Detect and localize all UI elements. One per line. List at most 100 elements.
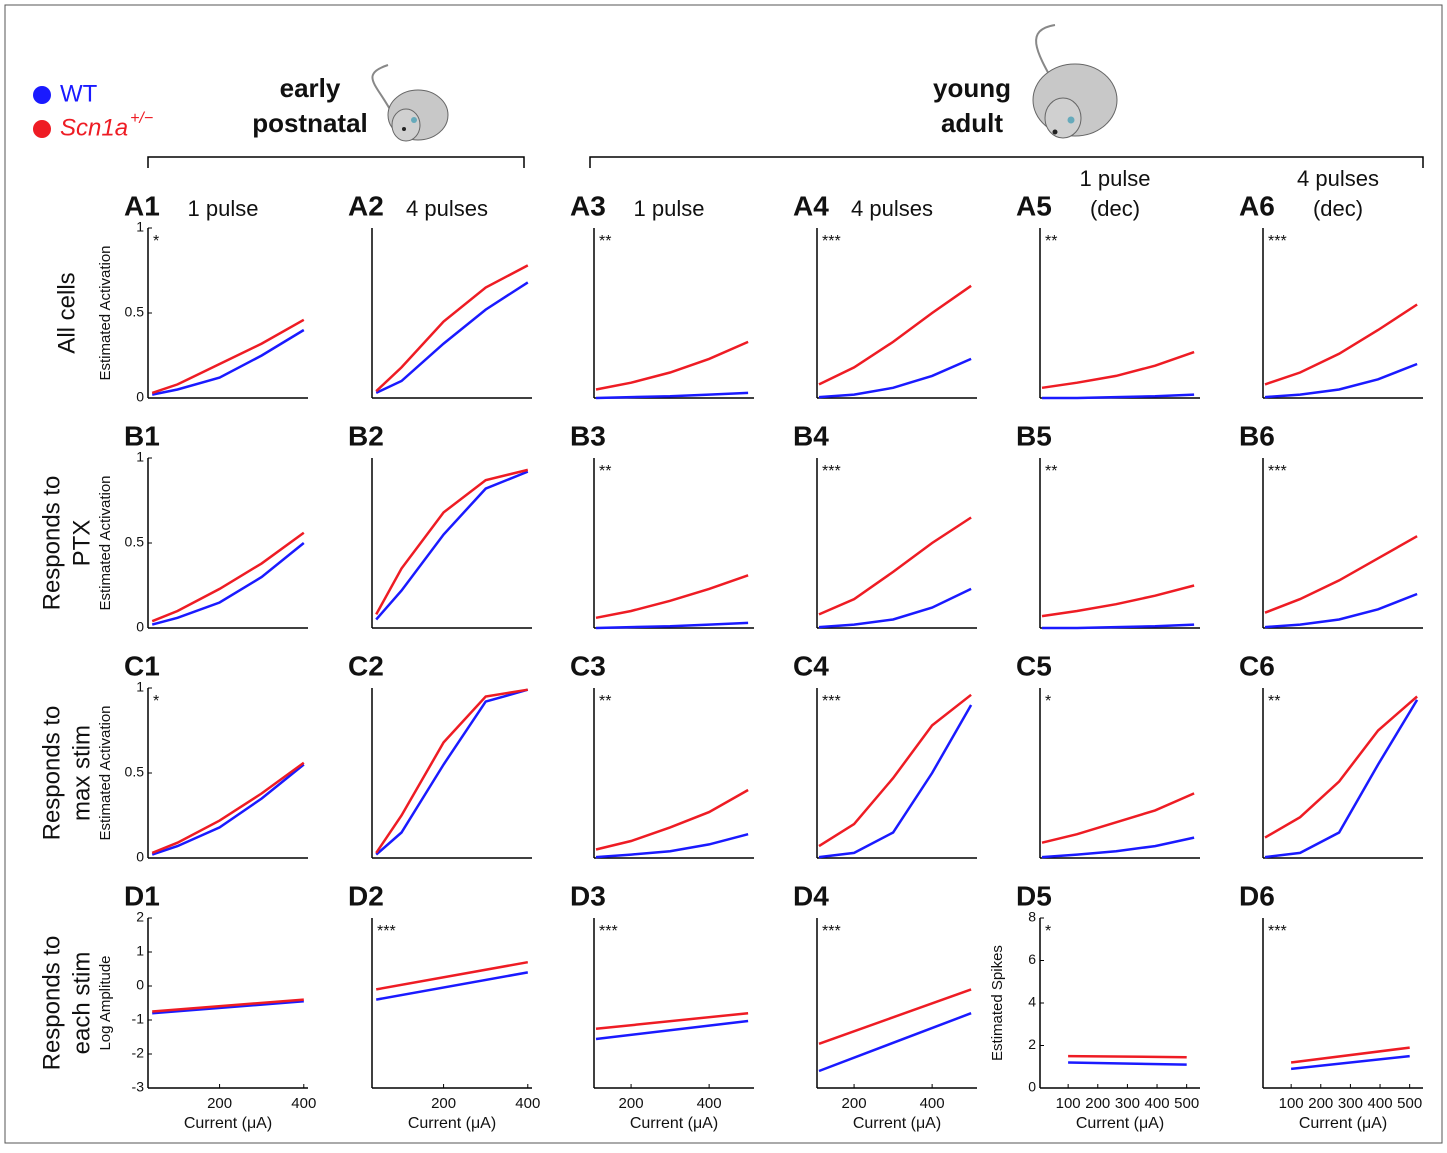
row-label: All cells (53, 272, 80, 353)
panel-subtitle: 4 pulses (406, 196, 488, 221)
y-tick-label: 1 (136, 943, 144, 959)
significance: *** (377, 923, 396, 940)
row-label: each stim (68, 952, 95, 1055)
row-label: max stim (68, 725, 95, 821)
panel-label: B5 (1016, 420, 1052, 451)
panel-label: A6 (1239, 190, 1275, 221)
frame (5, 5, 1442, 1143)
significance: * (1045, 923, 1051, 940)
panel-subtitle: 4 pulses (851, 196, 933, 221)
significance: ** (599, 463, 611, 480)
x-tick-label: 400 (920, 1095, 945, 1112)
x-tick-label: 200 (431, 1095, 456, 1112)
x-axis-label: Current (μA) (853, 1115, 941, 1132)
x-tick-label: 300 (1338, 1095, 1363, 1112)
x-axis-label: Current (μA) (1076, 1115, 1164, 1132)
y-axis-label: Estimated Activation (97, 705, 114, 840)
legend-superscript: +/− (130, 110, 153, 127)
panel-label: B4 (793, 420, 829, 451)
panel-subtitle: 1 pulse (634, 196, 705, 221)
y-axis-label: Log Amplitude (97, 955, 114, 1050)
significance: * (1045, 693, 1051, 710)
panel-subtitle: (dec) (1313, 196, 1363, 221)
significance: ** (1045, 463, 1057, 480)
y-tick-label: -1 (132, 1011, 145, 1027)
legend-marker (33, 120, 51, 138)
panel-label: A3 (570, 190, 606, 221)
significance: *** (822, 233, 841, 250)
panel-label: B2 (348, 420, 384, 451)
row-label: Responds to (38, 936, 65, 1071)
y-axis-label: Estimated Activation (97, 475, 114, 610)
panel-label: D3 (570, 880, 606, 911)
panel-label: A1 (124, 190, 160, 221)
significance: *** (1268, 233, 1287, 250)
x-tick-label: 300 (1115, 1095, 1140, 1112)
figure: WTScn1a+/−earlypostnatalyoungadultAll ce… (0, 0, 1447, 1148)
group-label: young (933, 73, 1011, 103)
x-tick-label: 100 (1056, 1095, 1081, 1112)
group-label: early (280, 73, 341, 103)
row-label: Responds to (38, 476, 65, 611)
group-label: adult (941, 108, 1003, 138)
x-tick-label: 400 (697, 1095, 722, 1112)
y-tick-label: 0 (136, 977, 144, 993)
y-tick-label: 8 (1028, 909, 1036, 925)
y-tick-label: 0.5 (125, 304, 145, 320)
x-tick-label: 400 (291, 1095, 316, 1112)
x-axis-label: Current (μA) (408, 1115, 496, 1132)
panel-label: D5 (1016, 880, 1052, 911)
significance: *** (822, 693, 841, 710)
panel-label: C3 (570, 650, 606, 681)
x-axis-label: Current (μA) (630, 1115, 718, 1132)
significance: * (153, 693, 159, 710)
x-tick-label: 200 (1085, 1095, 1110, 1112)
x-tick-label: 200 (1308, 1095, 1333, 1112)
significance: ** (1268, 693, 1280, 710)
significance: ** (1045, 233, 1057, 250)
y-tick-label: 0.5 (125, 764, 145, 780)
panel-label: C6 (1239, 650, 1275, 681)
y-tick-label: -2 (132, 1045, 145, 1061)
panel-subtitle: (dec) (1090, 196, 1140, 221)
legend-marker (33, 86, 51, 104)
y-tick-label: 1 (136, 449, 144, 465)
significance: *** (822, 463, 841, 480)
panel-label: C5 (1016, 650, 1052, 681)
panel-subtitle: 1 pulse (188, 196, 259, 221)
panel-label: D2 (348, 880, 384, 911)
significance: * (153, 233, 159, 250)
panel-label: B3 (570, 420, 606, 451)
x-tick-label: 200 (619, 1095, 644, 1112)
y-tick-label: 0 (1028, 1079, 1036, 1095)
y-tick-label: 1 (136, 679, 144, 695)
panel-label: D6 (1239, 880, 1275, 911)
y-axis-label: Estimated Activation (97, 245, 114, 380)
x-tick-label: 200 (207, 1095, 232, 1112)
y-tick-label: 6 (1028, 951, 1036, 967)
x-tick-label: 200 (842, 1095, 867, 1112)
x-tick-label: 500 (1397, 1095, 1422, 1112)
panel-label: B1 (124, 420, 160, 451)
y-tick-label: -3 (132, 1079, 145, 1095)
legend-label: Scn1a (60, 114, 128, 141)
y-tick-label: 0 (136, 389, 144, 405)
panel-label: B6 (1239, 420, 1275, 451)
x-tick-label: 400 (1368, 1095, 1393, 1112)
panel-label: A4 (793, 190, 829, 221)
significance: *** (822, 923, 841, 940)
legend-label: WT (60, 80, 98, 107)
y-tick-label: 4 (1028, 994, 1036, 1010)
x-tick-label: 500 (1174, 1095, 1199, 1112)
panel-label: D1 (124, 880, 160, 911)
panel-subtitle: 1 pulse (1080, 166, 1151, 191)
panel-label: C2 (348, 650, 384, 681)
row-label: PTX (68, 520, 95, 567)
significance: ** (599, 693, 611, 710)
y-tick-label: 0 (136, 849, 144, 865)
row-label: Responds to (38, 706, 65, 841)
y-tick-label: 2 (136, 909, 144, 925)
panel-label: D4 (793, 880, 829, 911)
panel-label: C1 (124, 650, 160, 681)
significance: *** (1268, 923, 1287, 940)
